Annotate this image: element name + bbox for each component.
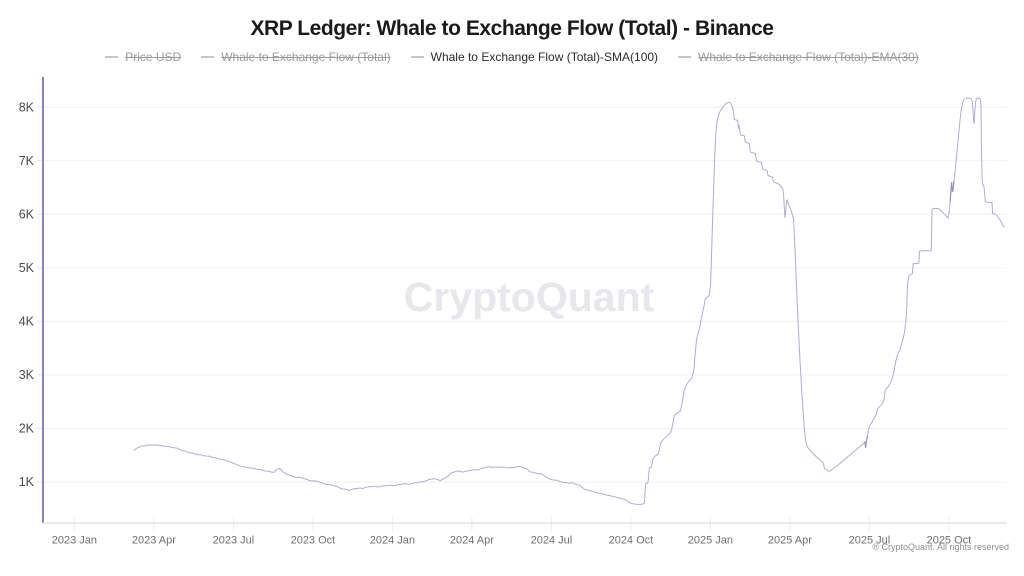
svg-text:5K: 5K [19, 261, 35, 275]
svg-text:3K: 3K [19, 368, 35, 382]
svg-text:8K: 8K [19, 100, 35, 114]
svg-text:2023 Jul: 2023 Jul [213, 535, 255, 547]
svg-text:2023 Apr: 2023 Apr [132, 535, 176, 547]
svg-text:2024 Jan: 2024 Jan [370, 535, 415, 547]
svg-text:2024 Oct: 2024 Oct [609, 535, 654, 547]
svg-text:2024 Apr: 2024 Apr [450, 535, 494, 547]
svg-text:1K: 1K [19, 475, 35, 489]
svg-text:2025 Jan: 2025 Jan [688, 535, 733, 547]
svg-text:2025 Apr: 2025 Apr [768, 535, 812, 547]
svg-text:7K: 7K [19, 154, 35, 168]
svg-text:2023 Oct: 2023 Oct [291, 535, 336, 547]
svg-text:2023 Jan: 2023 Jan [52, 535, 97, 547]
svg-text:2025 Jul: 2025 Jul [849, 535, 891, 547]
svg-text:2024 Jul: 2024 Jul [531, 535, 573, 547]
svg-text:2025 Oct: 2025 Oct [927, 535, 972, 547]
svg-text:4K: 4K [19, 315, 35, 329]
svg-text:6K: 6K [19, 207, 35, 221]
svg-text:2K: 2K [19, 422, 35, 436]
